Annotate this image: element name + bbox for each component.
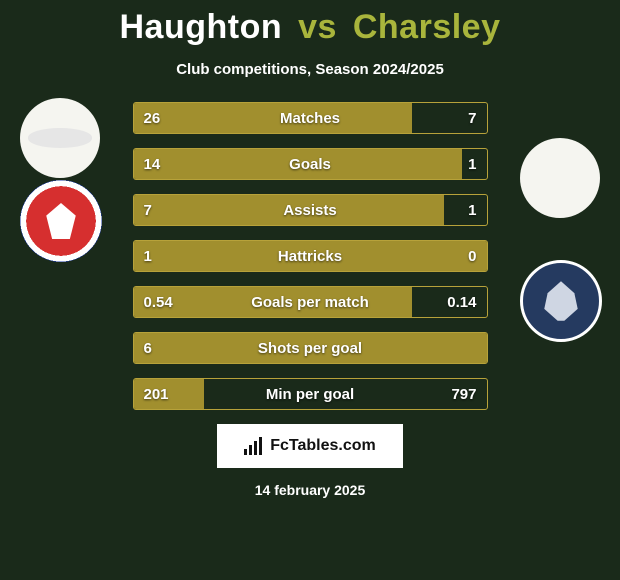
player-left-avatar: [20, 98, 100, 178]
stat-row: Shots per goal6: [133, 332, 488, 364]
stat-value-left: 7: [144, 195, 152, 225]
stat-value-left: 14: [144, 149, 161, 179]
stat-label: Min per goal: [134, 379, 487, 409]
stat-row: Min per goal201 797: [133, 378, 488, 410]
stat-value-left: 26: [144, 103, 161, 133]
stats-block: Matches267Goals141Assists71Hattricks10Go…: [133, 102, 488, 410]
stat-value-left: 0.54: [144, 287, 173, 317]
stat-row: Matches26 7: [133, 102, 488, 134]
stat-label: Goals per match: [134, 287, 487, 317]
stat-label: Goals: [134, 149, 487, 179]
stat-value-right: 7: [468, 103, 476, 133]
title-player2: Charsley: [353, 8, 501, 46]
stat-row: Goals per match0.54 0.14: [133, 286, 488, 318]
stat-label: Matches: [134, 103, 487, 133]
stat-label: Hattricks: [134, 241, 487, 271]
stat-label: Assists: [134, 195, 487, 225]
club-right-crest: [520, 260, 602, 342]
stat-label: Shots per goal: [134, 333, 487, 363]
comparison-date: 14 february 2025: [0, 482, 620, 498]
stat-value-right: 0.14: [447, 287, 476, 317]
stat-row: Goals14 1: [133, 148, 488, 180]
title-player1: Haughton: [119, 8, 282, 46]
title-vs: vs: [298, 8, 337, 46]
stat-value-right: 797: [451, 379, 476, 409]
stat-value-left: 6: [144, 333, 152, 363]
subtitle: Club competitions, Season 2024/2025: [0, 61, 620, 78]
club-left-crest: [20, 180, 102, 262]
logo-text: FcTables.com: [270, 437, 376, 455]
chart-icon: [244, 437, 264, 455]
stat-row: Hattricks1 0: [133, 240, 488, 272]
stat-value-right: 1: [468, 195, 476, 225]
fctables-logo: FcTables.com: [217, 424, 403, 468]
stat-value-right: 1: [468, 149, 476, 179]
stat-value-left: 201: [144, 379, 169, 409]
player-right-avatar: [520, 138, 600, 218]
stat-value-right: 0: [468, 241, 476, 271]
stat-value-left: 1: [144, 241, 152, 271]
stat-row: Assists7 1: [133, 194, 488, 226]
comparison-title: Haughton vs Charsley: [0, 8, 620, 47]
